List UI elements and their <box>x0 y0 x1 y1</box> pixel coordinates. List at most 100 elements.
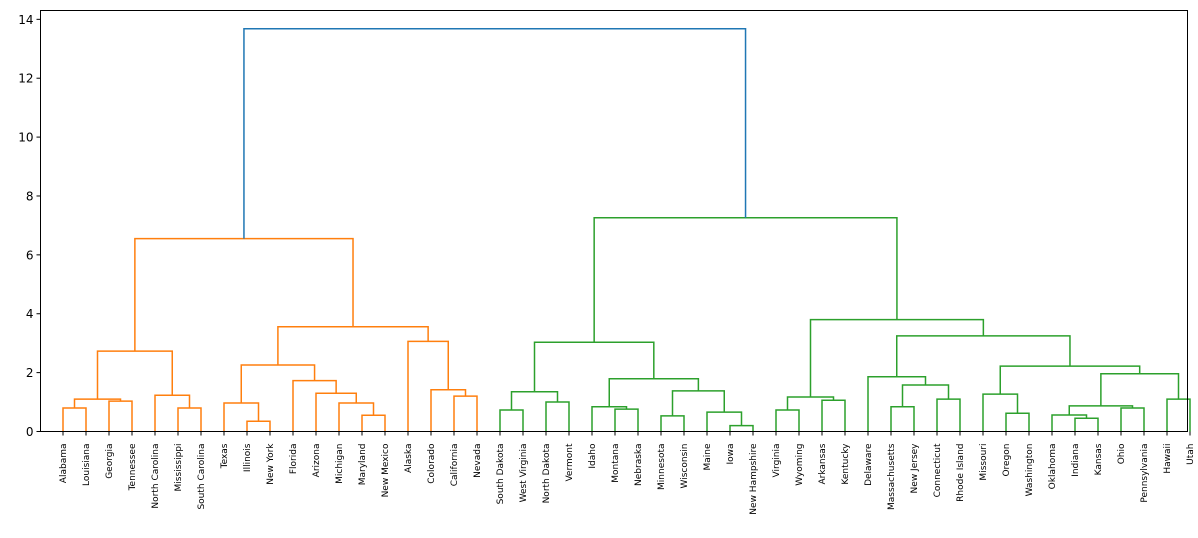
leaf-label-nebraska: Nebraska <box>634 444 644 486</box>
leaf-label-alaska: Alaska <box>404 444 414 473</box>
dendrogram-link-m9 <box>361 414 386 432</box>
dendrogram-link-m23 <box>591 406 628 432</box>
y-tick-label: 4 <box>26 307 34 321</box>
dendrogram-link-m18 <box>134 237 354 352</box>
y-tick-label: 0 <box>26 425 34 439</box>
leaf-label-new-mexico: New Mexico <box>381 443 391 497</box>
leaf-label-utah: Utah <box>1186 444 1196 465</box>
leaf-label-tennessee: Tennessee <box>128 443 138 491</box>
leaf-label-arkansas: Arkansas <box>818 443 828 484</box>
dendrogram-link-m22 <box>614 408 639 432</box>
leaf-label-louisiana: Louisiana <box>82 444 92 487</box>
dendrogram-link-m6 <box>96 350 173 400</box>
dendrogram-link-m37 <box>1005 412 1030 432</box>
dendrogram-link-m1 <box>62 407 87 432</box>
leaf-label-wyoming: Wyoming <box>795 444 805 486</box>
dendrogram-link-m17 <box>277 325 429 365</box>
dendrogram-link-m21 <box>510 391 559 411</box>
dendrogram-link-m7 <box>246 420 271 432</box>
dendrogram-link-m31 <box>821 399 846 432</box>
leaf-label-georgia: Georgia <box>105 444 115 479</box>
leaf-label-wisconsin: Wisconsin <box>680 444 690 489</box>
y-tick-label: 6 <box>26 248 34 262</box>
dendrogram-link-m48 <box>593 217 898 343</box>
leaf-label-south-carolina: South Carolina <box>197 444 207 510</box>
y-tick-label: 10 <box>18 131 33 145</box>
dendrogram-link-m25 <box>729 424 754 432</box>
dendrogram-link-m29 <box>533 341 655 392</box>
leaf-label-west-virginia: West Virginia <box>519 444 529 503</box>
dendrogram-link-m20 <box>545 401 570 432</box>
leaf-label-arizona: Arizona <box>312 444 322 478</box>
leaf-label-washington: Washington <box>1025 444 1035 497</box>
y-tick-label: 2 <box>26 366 34 380</box>
leaf-label-minnesota: Minnesota <box>657 444 667 490</box>
dendrogram-link-m49 <box>243 28 747 239</box>
dendrogram-link-m19 <box>499 409 524 432</box>
dendrogram-link-m45 <box>999 365 1141 395</box>
dendrogram-link-m11 <box>315 392 357 432</box>
dendrogram-link-m35 <box>901 384 950 407</box>
dendrogram-link-m42 <box>1068 405 1134 416</box>
leaf-label-missouri: Missouri <box>979 444 989 481</box>
leaf-label-hawaii: Hawaii <box>1163 444 1173 474</box>
leaf-label-maryland: Maryland <box>358 444 368 486</box>
y-tick-label: 8 <box>26 189 34 203</box>
y-axis: 0 2 4 6 8 10 12 14 <box>18 13 41 439</box>
dendrogram-link-m13 <box>240 364 316 403</box>
leaf-label-texas: Texas <box>220 443 230 469</box>
leaf-label-delaware: Delaware <box>864 443 874 486</box>
dendrogram-link-m46 <box>896 335 1071 377</box>
leaf-label-oklahoma: Oklahoma <box>1048 444 1058 490</box>
dendrogram-link-m41 <box>1120 407 1145 432</box>
y-tick-label: 12 <box>18 72 33 86</box>
leaf-label-rhode-island: Rhode Island <box>956 444 966 502</box>
x-axis: Alabama Louisiana Georgia Tennessee North Ca… <box>59 431 1196 515</box>
leaf-label-oregon: Oregon <box>1002 444 1012 477</box>
leaf-label-california: California <box>450 444 460 487</box>
dendrogram-link-m43 <box>1166 398 1191 432</box>
leaf-label-new-hampshire: New Hampshire <box>749 443 759 515</box>
leaf-label-ohio: Ohio <box>1117 443 1127 464</box>
dendrogram-link-m34 <box>936 398 961 432</box>
dendrogram-link-m44 <box>1100 373 1180 406</box>
leaf-label-vermont: Vermont <box>565 443 575 482</box>
dendrogram-link-m8 <box>223 402 260 432</box>
dendrogram-link-m47 <box>809 318 985 398</box>
leaf-label-alabama: Alabama <box>59 444 69 484</box>
plot-frame <box>40 10 1188 432</box>
dendrogram-link-m28 <box>608 378 700 407</box>
dendrogram-link-m4 <box>177 407 202 432</box>
dendrogram-link-m10 <box>338 402 375 432</box>
leaf-label-maine: Maine <box>703 443 713 470</box>
dendrogram-link-m5 <box>154 394 191 432</box>
leaf-label-michigan: Michigan <box>335 444 345 484</box>
leaf-label-new-york: New York <box>266 443 276 485</box>
leaf-label-florida: Florida <box>289 444 299 475</box>
leaf-label-kentucky: Kentucky <box>841 443 851 485</box>
leaf-label-pennsylvania: Pennsylvania <box>1140 444 1150 503</box>
dendrogram-link-m12 <box>292 379 337 432</box>
dendrogram-link-m36 <box>867 375 927 432</box>
dendrogram-links <box>62 28 1191 432</box>
dendrogram-link-m33 <box>890 406 915 432</box>
dendrogram-link-m14 <box>453 395 478 432</box>
leaf-label-mississippi: Mississippi <box>174 444 184 492</box>
leaf-label-iowa: Iowa <box>726 444 736 465</box>
dendrogram-link-m16 <box>407 340 449 432</box>
leaf-label-nevada: Nevada <box>473 444 483 478</box>
dendrogram-link-m40 <box>1051 414 1088 432</box>
leaf-label-massachusetts: Massachusetts <box>887 443 897 510</box>
leaf-label-colorado: Colorado <box>427 443 437 484</box>
leaf-label-idaho: Idaho <box>588 443 598 469</box>
dendrogram-link-m32 <box>786 396 835 411</box>
dendrogram-link-m2 <box>108 400 133 432</box>
leaf-label-north-dakota: North Dakota <box>542 444 552 504</box>
dendrogram-link-m38 <box>982 393 1019 432</box>
leaf-label-montana: Montana <box>611 444 621 483</box>
dendrogram-link-m24 <box>660 415 685 432</box>
leaf-label-south-dakota: South Dakota <box>496 444 506 505</box>
leaf-label-virginia: Virginia <box>772 444 782 478</box>
leaf-label-indiana: Indiana <box>1071 444 1081 477</box>
